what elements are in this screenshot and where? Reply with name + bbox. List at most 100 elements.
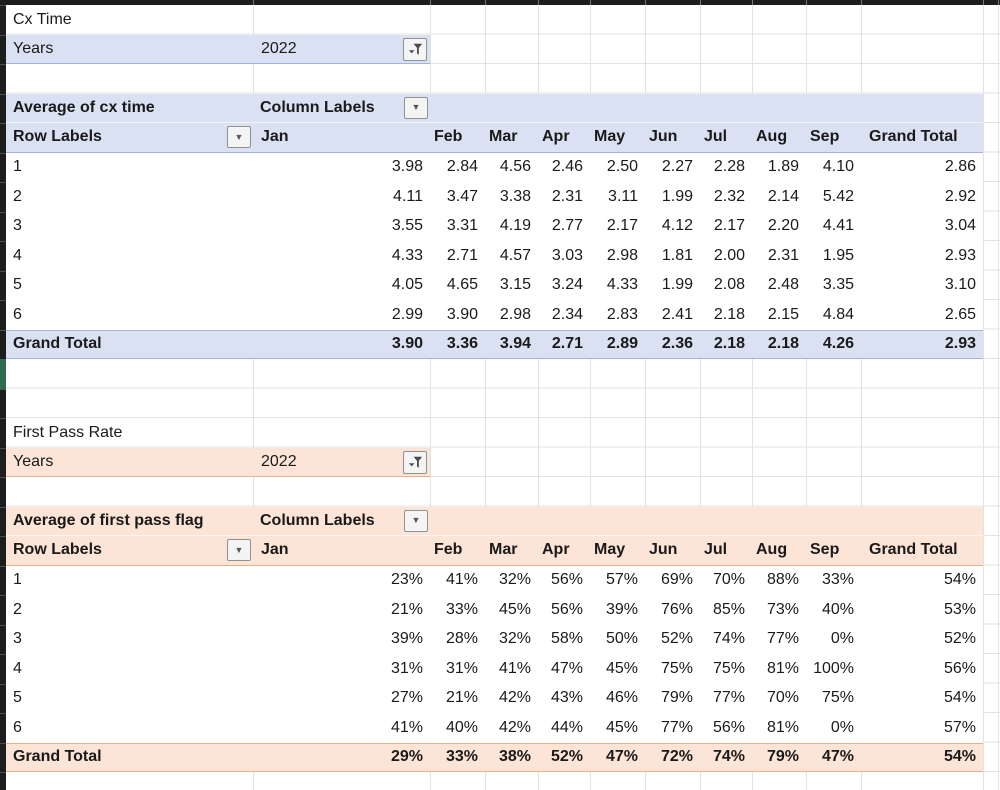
cx-time-value-cell[interactable]: 2.20: [767, 217, 799, 235]
cx-time-row-total-cell[interactable]: 3.04: [944, 217, 976, 235]
first-pass-measure-cell[interactable]: Average of first pass flag: [6, 506, 253, 536]
cx-time-grand-total-value-cell[interactable]: 3.90: [253, 329, 430, 359]
first-pass-grand-total-value-cell[interactable]: 33%: [430, 742, 485, 772]
cx-time-column-header-apr[interactable]: Apr: [538, 123, 590, 153]
cx-time-value-cell[interactable]: 2.17: [606, 217, 638, 235]
first-pass-value-cell[interactable]: 50%: [605, 630, 638, 648]
cx-time-value-cell[interactable]: 4.33: [391, 246, 423, 264]
cx-time-column-labels-dropdown-button[interactable]: ▼: [404, 96, 428, 119]
first-pass-value-cell[interactable]: 73%: [766, 600, 799, 618]
cx-time-value-cell[interactable]: 3.90: [446, 305, 478, 323]
cx-time-value-cell[interactable]: 2.15: [767, 305, 799, 323]
pivot1-filter-field-label[interactable]: Years: [13, 39, 54, 57]
cx-time-value-cell[interactable]: 4.56: [499, 158, 531, 176]
cx-time-column-labels-cell[interactable]: Column Labels ▼: [253, 93, 430, 123]
first-pass-value-cell[interactable]: 33%: [821, 571, 854, 589]
first-pass-value-cell[interactable]: 75%: [712, 659, 745, 677]
cx-time-value-cell[interactable]: 3.24: [551, 276, 583, 294]
cx-time-value-cell[interactable]: 2.18: [713, 305, 745, 323]
cx-time-grand-total-value-cell[interactable]: 2.36: [645, 329, 700, 359]
first-pass-column-header-feb[interactable]: Feb: [430, 536, 485, 566]
first-pass-value-cell[interactable]: 81%: [766, 718, 799, 736]
first-pass-column-header-jun[interactable]: Jun: [645, 536, 700, 566]
first-pass-grand-total-value-cell[interactable]: 29%: [253, 742, 430, 772]
cx-time-grand-total-value-cell[interactable]: 4.26: [806, 329, 861, 359]
cx-time-value-cell[interactable]: 2.34: [551, 305, 583, 323]
first-pass-column-header-may[interactable]: May: [590, 536, 645, 566]
cx-time-value-cell[interactable]: 3.38: [499, 187, 531, 205]
first-pass-column-header-jan[interactable]: Jan: [253, 536, 430, 566]
first-pass-value-cell[interactable]: 39%: [390, 630, 423, 648]
cx-time-column-header-may[interactable]: May: [590, 123, 645, 153]
first-pass-value-cell[interactable]: 41%: [390, 718, 423, 736]
cx-time-value-cell[interactable]: 2.71: [446, 246, 478, 264]
first-pass-value-cell[interactable]: 75%: [821, 689, 854, 707]
cx-time-value-cell[interactable]: 4.10: [822, 158, 854, 176]
cx-time-row-total-cell[interactable]: 2.92: [944, 187, 976, 205]
first-pass-value-cell[interactable]: 42%: [498, 718, 531, 736]
first-pass-row-total-cell[interactable]: 54%: [943, 571, 976, 589]
cx-time-value-cell[interactable]: 2.98: [606, 246, 638, 264]
cx-time-value-cell[interactable]: 2.17: [713, 217, 745, 235]
first-pass-value-cell[interactable]: 28%: [445, 630, 478, 648]
cx-time-grand-total-value-cell[interactable]: 2.18: [752, 329, 806, 359]
first-pass-value-cell[interactable]: 31%: [445, 659, 478, 677]
first-pass-column-header-aug[interactable]: Aug: [752, 536, 806, 566]
cx-time-value-cell[interactable]: 2.83: [606, 305, 638, 323]
first-pass-grand-total-value-cell[interactable]: 38%: [485, 742, 538, 772]
cx-time-column-header-sep[interactable]: Sep: [806, 123, 861, 153]
first-pass-column-header-apr[interactable]: Apr: [538, 536, 590, 566]
first-pass-value-cell[interactable]: 77%: [660, 718, 693, 736]
cx-time-value-cell[interactable]: 2.00: [713, 246, 745, 264]
pivot1-filter-value[interactable]: 2022: [261, 39, 297, 57]
cx-time-grand-total-value-cell[interactable]: 3.94: [485, 329, 538, 359]
cell-cx-time-title[interactable]: Cx Time: [13, 11, 72, 28]
first-pass-value-cell[interactable]: 0%: [830, 718, 854, 736]
first-pass-value-cell[interactable]: 47%: [550, 659, 583, 677]
first-pass-column-labels-dropdown-button[interactable]: ▼: [404, 509, 428, 532]
cx-time-value-cell[interactable]: 1.99: [661, 276, 693, 294]
first-pass-value-cell[interactable]: 45%: [498, 600, 531, 618]
first-pass-grand-total-value-cell[interactable]: 47%: [590, 742, 645, 772]
cx-time-value-cell[interactable]: 4.84: [822, 305, 854, 323]
cx-time-value-cell[interactable]: 2.50: [606, 158, 638, 176]
cx-time-value-cell[interactable]: 1.89: [767, 158, 799, 176]
first-pass-value-cell[interactable]: 27%: [390, 689, 423, 707]
cx-time-value-cell[interactable]: 4.19: [499, 217, 531, 235]
first-pass-value-cell[interactable]: 32%: [498, 630, 531, 648]
cx-time-value-cell[interactable]: 2.98: [499, 305, 531, 323]
cx-time-value-cell[interactable]: 2.14: [767, 187, 799, 205]
cx-time-value-cell[interactable]: 2.31: [551, 187, 583, 205]
first-pass-value-cell[interactable]: 70%: [766, 689, 799, 707]
first-pass-value-cell[interactable]: 21%: [390, 600, 423, 618]
first-pass-value-cell[interactable]: 74%: [712, 630, 745, 648]
first-pass-column-header-jul[interactable]: Jul: [700, 536, 752, 566]
cx-time-value-cell[interactable]: 3.98: [391, 158, 423, 176]
cx-time-column-header-jun[interactable]: Jun: [645, 123, 700, 153]
cx-time-value-cell[interactable]: 1.81: [661, 246, 693, 264]
pivot2-filter-button[interactable]: [403, 450, 427, 474]
cx-time-value-cell[interactable]: 2.99: [391, 305, 423, 323]
cx-time-column-header-feb[interactable]: Feb: [430, 123, 485, 153]
first-pass-value-cell[interactable]: 56%: [550, 600, 583, 618]
first-pass-grand-total-row-label[interactable]: Grand Total: [6, 742, 253, 772]
cx-time-row-label-cell[interactable]: 1: [13, 158, 22, 176]
first-pass-row-labels-dropdown-button[interactable]: ▼: [227, 539, 251, 561]
cx-time-grand-total-row-label[interactable]: Grand Total: [6, 329, 253, 359]
cx-time-grand-total-value-cell[interactable]: 2.18: [700, 329, 752, 359]
cx-time-row-label-cell[interactable]: 3: [13, 217, 22, 235]
first-pass-row-total-cell[interactable]: 54%: [943, 689, 976, 707]
first-pass-value-cell[interactable]: 75%: [660, 659, 693, 677]
cx-time-grand-total-value-cell[interactable]: 2.71: [538, 329, 590, 359]
cx-time-value-cell[interactable]: 2.46: [551, 158, 583, 176]
pivot2-filter-field-label[interactable]: Years: [13, 452, 54, 470]
first-pass-value-cell[interactable]: 70%: [712, 571, 745, 589]
cx-time-row-total-cell[interactable]: 2.86: [944, 158, 976, 176]
cell-first-pass-rate-title[interactable]: First Pass Rate: [13, 424, 123, 441]
first-pass-row-labels-cell[interactable]: Row Labels ▼: [6, 536, 253, 566]
first-pass-value-cell[interactable]: 31%: [390, 659, 423, 677]
cx-time-value-cell[interactable]: 3.03: [551, 246, 583, 264]
first-pass-value-cell[interactable]: 33%: [445, 600, 478, 618]
cx-time-row-label-cell[interactable]: 2: [13, 187, 22, 205]
first-pass-value-cell[interactable]: 56%: [712, 718, 745, 736]
